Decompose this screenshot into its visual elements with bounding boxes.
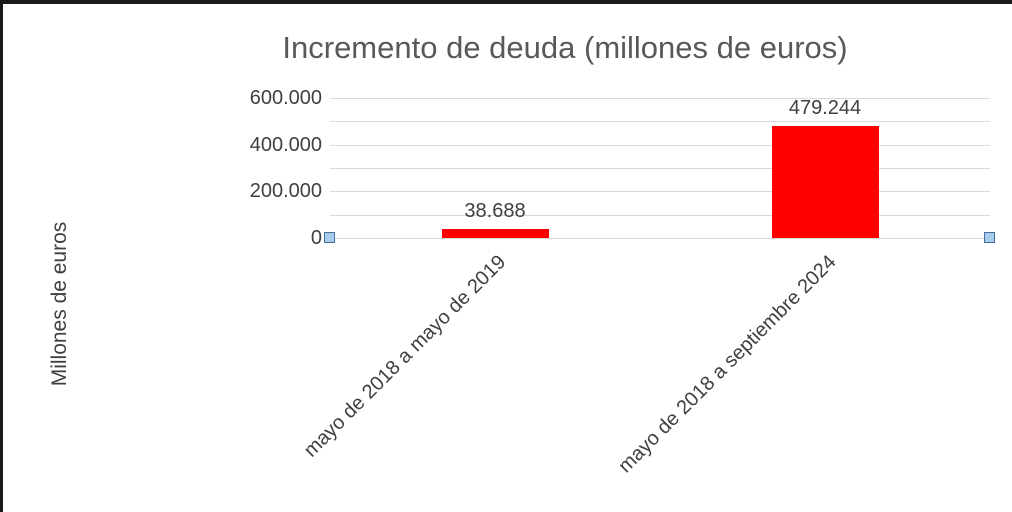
gridline (330, 145, 990, 146)
chart-title: Incremento de deuda (millones de euros) (282, 30, 848, 65)
axis-handle-left[interactable] (324, 232, 335, 243)
data-label: 479.244 (788, 97, 862, 119)
gridline (330, 215, 990, 216)
gridline (330, 168, 990, 169)
data-label: 38.688 (464, 200, 526, 222)
y-axis-tick-label: 200.000 (249, 180, 322, 203)
axis-handle-right[interactable] (984, 232, 995, 243)
y-axis-tick-label: 0 (310, 227, 322, 249)
y-axis-title: Millones de euros (48, 221, 71, 387)
gridline (330, 121, 990, 122)
frame-border-left (0, 0, 3, 512)
y-axis-tick-label: 600.000 (249, 87, 322, 109)
category-label: mayo de 2018 a mayo de 2019 (300, 251, 511, 462)
gridline (330, 191, 990, 192)
bar (772, 126, 879, 238)
gridline (330, 238, 990, 239)
gridline (330, 98, 990, 99)
frame-border-top (0, 0, 1012, 4)
y-axis-tick-label: 400.000 (249, 133, 322, 156)
category-label: mayo de 2018 a septiembre 2024 (614, 251, 841, 478)
plot-area (330, 98, 990, 239)
bar (442, 229, 549, 238)
